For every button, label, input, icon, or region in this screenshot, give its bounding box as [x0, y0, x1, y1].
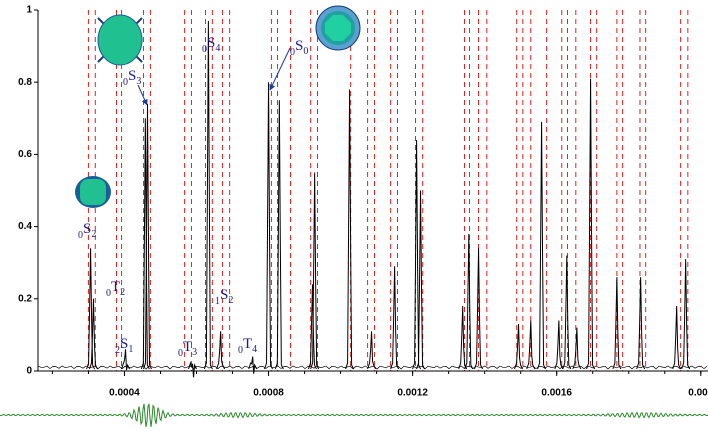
mode-label: 0T2 — [106, 279, 125, 299]
x-tick-label: 0.0016 — [541, 388, 572, 399]
mode-label-prefix: 0 — [238, 345, 243, 356]
peak — [514, 324, 523, 370]
mode-label-prefix: 0 — [202, 44, 207, 55]
peak — [612, 277, 622, 370]
mode-icon — [75, 5, 361, 208]
peak — [310, 172, 320, 370]
peak — [464, 233, 474, 370]
mode-label: 0S4 — [202, 35, 220, 55]
mode-label-sub: 1 — [128, 344, 133, 355]
y-tick-label: 0.2 — [18, 293, 32, 304]
x-tick-label: 0.0008 — [253, 388, 284, 399]
mode-label-main: S — [128, 68, 136, 84]
peak — [308, 284, 317, 370]
y-tick-label: 0 — [26, 366, 32, 377]
arrow — [137, 84, 148, 106]
peak — [554, 320, 564, 370]
mode-label-main: T — [243, 336, 252, 352]
mode-label-sub: 4 — [252, 344, 257, 355]
mode-label-main: S — [295, 38, 303, 54]
peak — [458, 306, 468, 370]
peak — [586, 78, 596, 370]
mode-label-prefix: 0 — [78, 230, 83, 241]
peak — [367, 331, 377, 370]
y-tick-label: 0.4 — [18, 221, 32, 232]
peak — [264, 82, 273, 370]
peak — [526, 320, 536, 370]
mode-label-main: S — [220, 287, 228, 303]
mode-label-prefix: 1 — [215, 296, 220, 307]
mode-label: 0T3 — [178, 339, 197, 359]
mode-label: 0S2 — [78, 221, 96, 241]
mode-label-prefix: 0 — [290, 47, 295, 58]
peak — [274, 100, 284, 370]
x-tick-label: 0.0012 — [397, 388, 428, 399]
mode-label: 2S1 — [115, 336, 133, 356]
mode-label: 0S3 — [123, 68, 141, 88]
mode-label-sub: 2 — [228, 295, 233, 306]
mode-label-prefix: 0 — [178, 348, 183, 359]
peak — [390, 266, 400, 370]
peak — [216, 331, 226, 370]
peak — [672, 306, 682, 370]
y-tick-label: 0.6 — [18, 149, 32, 160]
peak — [537, 121, 547, 370]
mode-label: 0T4 — [238, 336, 257, 356]
mode-label-prefix: 2 — [115, 345, 120, 356]
mode-label-sub: 0 — [303, 46, 308, 57]
mode-label: 1S2 — [215, 287, 233, 307]
peak — [248, 356, 258, 374]
peak — [681, 259, 691, 370]
peak — [88, 298, 98, 370]
mode-label-sub: 4 — [215, 43, 220, 54]
mode-label-prefix: 0 — [106, 288, 111, 299]
mode-label-sub: 3 — [136, 76, 141, 87]
peak — [140, 118, 150, 370]
peak — [636, 277, 646, 370]
peak — [345, 89, 355, 370]
peak — [474, 248, 483, 370]
mode-label-sub: 2 — [120, 287, 125, 298]
peak — [188, 361, 197, 378]
y-tick-label: 0.8 — [18, 77, 32, 88]
mode-label-sub: 2 — [91, 229, 96, 240]
mode-label-sub: 3 — [192, 347, 197, 358]
mode-label-main: S — [207, 35, 215, 51]
waveform — [0, 403, 708, 428]
peak — [203, 20, 213, 370]
mode-label-main: S — [120, 336, 128, 352]
mode-label-main: S — [83, 221, 91, 237]
x-tick-label: 0.002 — [688, 388, 708, 399]
mode-label: 0S0 — [290, 38, 308, 58]
baseline — [37, 365, 708, 370]
peak — [86, 248, 96, 370]
x-tick-label: 0.0004 — [109, 388, 140, 399]
mode-label-prefix: 0 — [123, 77, 128, 88]
peak — [562, 255, 572, 370]
mode-label-main: T — [111, 279, 120, 295]
peak — [572, 327, 582, 370]
peak — [121, 349, 130, 371]
y-tick-label: 1 — [26, 5, 32, 16]
peak — [416, 190, 425, 370]
mode-label-main: T — [183, 339, 192, 355]
arrow — [269, 47, 291, 91]
peak — [412, 139, 422, 370]
